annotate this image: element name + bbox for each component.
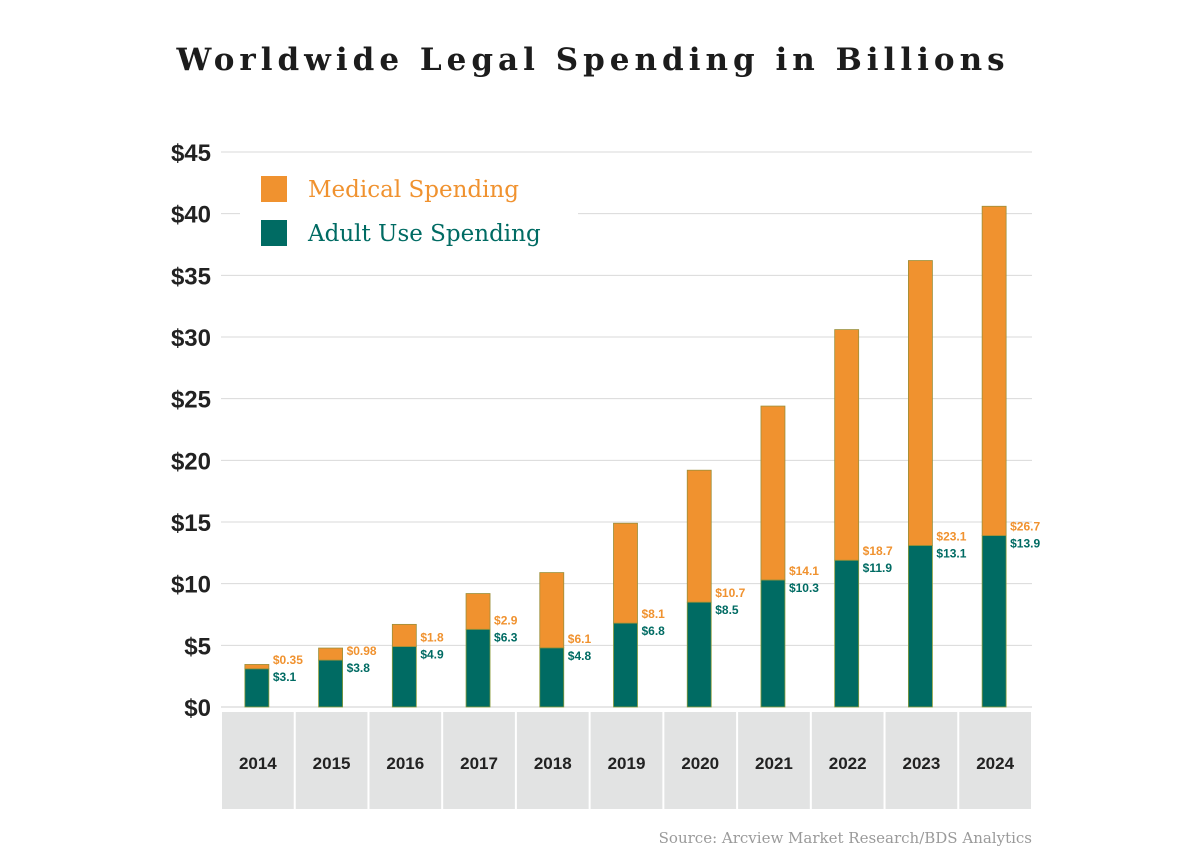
data-label-adult-use: $6.8: [642, 624, 666, 638]
bar-adult-use: [244, 668, 270, 708]
x-tick-label: 2015: [313, 754, 351, 773]
data-label-medical: $14.1: [789, 564, 819, 578]
legend-background: [240, 165, 578, 255]
data-label-adult-use: $10.3: [789, 581, 819, 595]
y-tick-label: $10: [171, 572, 211, 599]
x-tick-label: 2018: [534, 754, 572, 773]
x-tick-label: 2014: [239, 754, 277, 773]
legend-swatch: [261, 220, 287, 246]
x-tick-label: 2022: [829, 754, 867, 773]
legend-swatch: [261, 176, 287, 202]
bar-medical: [613, 522, 638, 624]
bar-medical: [834, 329, 860, 561]
category-cell: [959, 712, 1031, 809]
bar-medical: [981, 205, 1007, 536]
data-label-medical: $8.1: [642, 607, 666, 621]
x-tick-label: 2016: [386, 754, 424, 773]
bar-adult-use: [539, 647, 565, 708]
bar-medical: [391, 623, 417, 647]
y-tick-label: $35: [171, 263, 211, 290]
data-label-adult-use: $6.3: [494, 630, 518, 644]
bar-adult-use: [981, 535, 1007, 708]
bar-medical: [760, 405, 786, 581]
data-label-adult-use: $3.8: [347, 661, 371, 675]
category-cell: [590, 712, 663, 809]
category-band: 2014 2015 2016 2017 2018 2019 2020 2021 2022 2023…: [222, 712, 1031, 809]
data-label-medical: $18.7: [863, 544, 893, 558]
bars-layer: [244, 205, 1007, 708]
data-label-medical: $1.8: [420, 631, 444, 645]
bar-adult-use: [318, 659, 343, 708]
bar-medical: [539, 572, 565, 649]
bar-adult-use: [834, 559, 860, 708]
y-tick-label: $30: [171, 325, 211, 352]
y-tick-label: $40: [171, 202, 211, 229]
category-cell: [885, 712, 958, 809]
data-label-medical: $6.1: [568, 632, 592, 646]
grid-layer: $0 $5 $10 $15 $20 $25 $30 $35 $40 $45: [171, 140, 1032, 722]
category-cell: [369, 712, 442, 809]
y-tick-label: $15: [171, 510, 211, 537]
bar-medical: [686, 469, 712, 603]
x-tick-label: 2020: [681, 754, 719, 773]
data-label-medical: $10.7: [715, 586, 745, 600]
bar-adult-use: [391, 646, 417, 708]
category-cell: [738, 712, 810, 809]
source-note: Source: Arcview Market Research/BDS Anal…: [658, 829, 1032, 847]
x-tick-label: 2019: [608, 754, 646, 773]
x-tick-label: 2024: [976, 754, 1014, 773]
category-cell: [811, 712, 884, 809]
category-cell: [516, 712, 589, 809]
x-tick-label: 2017: [460, 754, 498, 773]
legend-label: Adult Use Spending: [307, 221, 541, 247]
bar-medical: [908, 260, 933, 546]
bar-medical: [318, 647, 343, 661]
chart-title: Worldwide Legal Spending in Billions: [176, 42, 1010, 78]
y-tick-label: $0: [184, 695, 211, 722]
y-tick-label: $5: [184, 633, 211, 660]
x-tick-label: 2023: [902, 754, 940, 773]
x-tick-label: 2021: [755, 754, 793, 773]
data-label-adult-use: $8.5: [715, 603, 739, 617]
bar-medical: [244, 664, 270, 670]
bar-medical: [465, 593, 491, 630]
legend: Medical Spending Adult Use Spending: [240, 165, 578, 255]
y-tick-label: $25: [171, 387, 211, 414]
category-cell: [295, 712, 368, 809]
bar-adult-use: [613, 622, 638, 708]
data-label-medical: $0.35: [273, 653, 303, 667]
data-label-medical: $26.7: [1010, 520, 1040, 534]
y-tick-label: $20: [171, 448, 211, 475]
category-cell: [443, 712, 515, 809]
data-labels-layer: $0.35 $3.1 $0.98 $3.8 $1.8 $4.9 $2.9 $6.3 $6.1 $4…: [273, 520, 1041, 684]
category-cell: [222, 712, 294, 809]
bar-adult-use: [465, 628, 491, 708]
category-cell: [664, 712, 737, 809]
y-tick-label: $45: [171, 140, 211, 167]
data-label-adult-use: $4.8: [568, 649, 592, 663]
bar-adult-use: [760, 579, 786, 708]
bar-adult-use: [908, 545, 933, 708]
data-label-medical: $2.9: [494, 613, 518, 627]
data-label-adult-use: $4.9: [420, 648, 444, 662]
data-label-medical: $23.1: [936, 529, 966, 543]
bar-adult-use: [686, 601, 712, 708]
data-label-adult-use: $13.9: [1010, 537, 1040, 551]
data-label-adult-use: $11.9: [863, 561, 893, 575]
legend-label: Medical Spending: [308, 177, 519, 203]
data-label-adult-use: $13.1: [936, 546, 966, 560]
data-label-adult-use: $3.1: [273, 670, 297, 684]
data-label-medical: $0.98: [347, 644, 377, 658]
